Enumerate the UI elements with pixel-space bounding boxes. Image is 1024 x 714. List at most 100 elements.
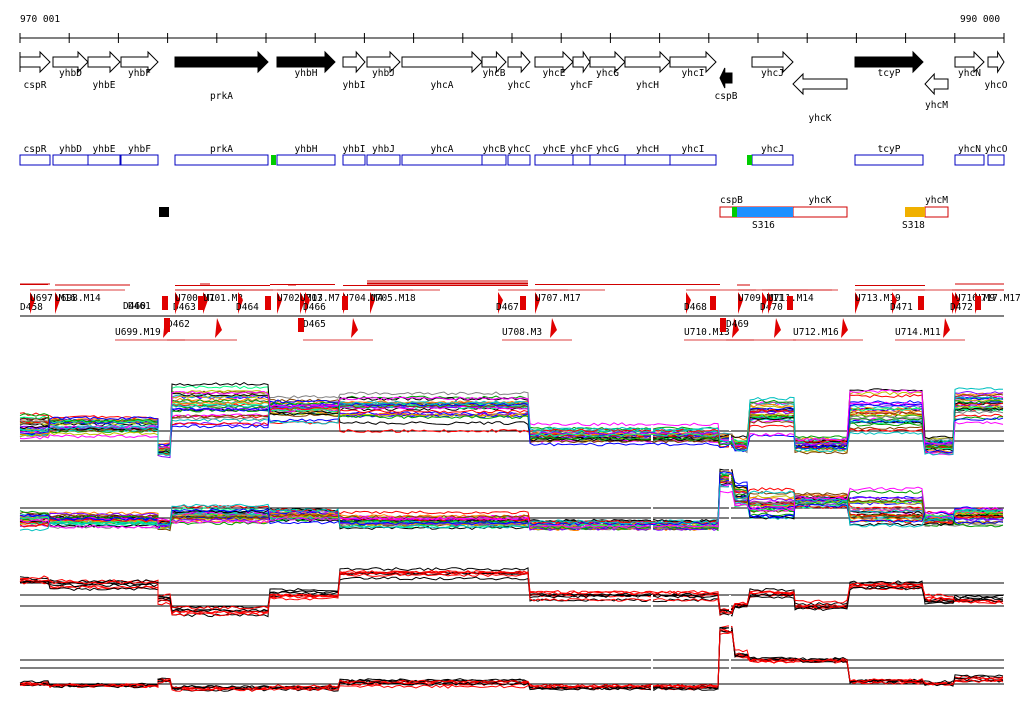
gene-arrow-yhbF[interactable] (120, 50, 159, 74)
transcript-label-yhcF: yhcF (570, 144, 593, 155)
gene-label-cspR: cspR (24, 80, 47, 91)
gene-arrow-tcyP[interactable] (854, 50, 924, 74)
segment-label-D463: D463 (173, 302, 196, 313)
gene-arrow-yhcC[interactable] (507, 50, 531, 74)
gene-label-yhcM: yhcM (925, 100, 948, 111)
gene-arrow-yhbD[interactable] (52, 50, 89, 74)
gene-label-tcyP: tcyP (878, 68, 901, 79)
transcript-box-yhbI[interactable] (342, 154, 366, 166)
gene-arrow-yhcH[interactable] (624, 50, 671, 74)
gene-arrow-yhcK[interactable] (792, 72, 848, 96)
antisense-box-yhcM[interactable] (924, 206, 949, 218)
transcript-label-prkA: prkA (210, 144, 233, 155)
expression-series (19, 572, 1004, 615)
transcript-box-yhcO[interactable] (987, 154, 1005, 166)
expression-series (19, 629, 1004, 692)
gene-arrow-yhcE[interactable] (534, 50, 574, 74)
transcript-box-yhbE[interactable] (87, 154, 121, 166)
segment-block (787, 296, 793, 310)
segment-label-U717.M17: U717.M17 (975, 293, 1021, 304)
expression-series (20, 567, 1004, 618)
gene-arrow-prkA[interactable] (174, 50, 269, 74)
gene-label-yhcF: yhcF (570, 80, 593, 91)
transcript-box-yhbJ[interactable] (366, 154, 401, 166)
transcript-box-yhcF[interactable] (572, 154, 591, 166)
segment-block (520, 296, 526, 310)
gene-arrow-yhbJ[interactable] (366, 50, 401, 74)
segment-label-U698.M14: U698.M14 (55, 293, 101, 304)
segment-label-U710.M13: U710.M13 (684, 327, 730, 338)
gene-arrow-cspR[interactable] (19, 50, 51, 74)
expression-series (19, 399, 1004, 449)
transcript-box-yhcG[interactable] (589, 154, 626, 166)
transcript-box-yhcA[interactable] (401, 154, 483, 166)
segment-label-s318: S318 (902, 220, 925, 231)
transcript-box-yhbD[interactable] (52, 154, 89, 166)
segment-label-U708.M3: U708.M3 (502, 327, 542, 338)
gene-arrow-yhcF[interactable] (572, 50, 591, 74)
gene-arrow-yhcN[interactable] (954, 50, 985, 74)
segment-label-U699.M19: U699.M19 (115, 327, 161, 338)
expression-panels (19, 382, 1004, 700)
segment-label-s316: S316 (752, 220, 775, 231)
gene-arrow-yhcJ[interactable] (751, 50, 794, 74)
transcript-label-yhcI: yhcI (682, 144, 705, 155)
gene-label-yhbD: yhbD (59, 68, 82, 79)
expression-series (19, 389, 1004, 456)
segment-block (975, 296, 981, 310)
gene-arrow-yhcB[interactable] (481, 50, 507, 74)
gene-arrow-cspB[interactable] (719, 67, 733, 89)
gene-arrow-yhbI[interactable] (342, 50, 366, 74)
gene-arrow-yhcI[interactable] (669, 50, 717, 74)
segment-flag (175, 292, 180, 314)
transcript-label-yhbD: yhbD (59, 144, 82, 155)
transcript-box-yhbH[interactable] (276, 154, 336, 166)
transcript-label-yhbE: yhbE (93, 144, 116, 155)
gene-arrow-yhcA[interactable] (401, 50, 483, 74)
expression-series (19, 399, 1004, 454)
transcript-box-yhcB[interactable] (481, 154, 507, 166)
gene-arrow-yhcM[interactable] (924, 72, 949, 96)
gene-label-yhbI: yhbI (343, 80, 366, 91)
antisense-box-yhcK[interactable] (792, 206, 848, 218)
transcript-box-yhcH[interactable] (624, 154, 671, 166)
gene-arrow-yhbE[interactable] (87, 50, 121, 74)
segment-flag (277, 292, 282, 314)
transcript-box-yhcJ[interactable] (751, 154, 794, 166)
gene-arrow-yhcO[interactable] (987, 50, 1005, 74)
green-marker (747, 155, 752, 165)
segment-flag (841, 318, 848, 338)
transcript-box-yhbF[interactable] (120, 154, 159, 166)
segment-start-marker (732, 207, 737, 217)
segmentation-track: D458 D460 D461 U697.M16U698.M14D463U700.… (20, 280, 1021, 341)
transcript-box-prkA[interactable] (174, 154, 269, 166)
transcript-label-tcyP: tcyP (878, 144, 901, 155)
segment-flag (498, 292, 503, 314)
segment-block (198, 296, 204, 310)
transcript-box-cspR[interactable] (19, 154, 51, 166)
segment-label-D467: D467 (496, 302, 519, 313)
transcript-box-tcyP[interactable] (854, 154, 924, 166)
transcript-label-yhcH: yhcH (636, 144, 659, 155)
segment-flag (955, 292, 960, 314)
transcript-box-yhcC[interactable] (507, 154, 531, 166)
segment-flag (686, 292, 691, 314)
expression-series (19, 392, 1004, 453)
gene-arrow-yhcG[interactable] (589, 50, 626, 74)
transcript-box-yhcI[interactable] (669, 154, 717, 166)
segment-flag (738, 292, 743, 314)
segment-label-D469: D469 (726, 319, 749, 330)
segment-flag (215, 318, 222, 338)
segment-flag (351, 318, 358, 338)
transcript-box-yhcN[interactable] (954, 154, 985, 166)
segment-label-U704.M4: U704.M4 (343, 293, 383, 304)
gene-label-yhcO: yhcO (985, 80, 1008, 91)
transcript-label-yhcG: yhcG (596, 144, 619, 155)
gene-arrow-yhbH[interactable] (276, 50, 336, 74)
gene-label-yhcI: yhcI (682, 68, 705, 79)
transcript-box-yhcE[interactable] (534, 154, 574, 166)
segment-label-U697.M16: U697.M16 (30, 293, 76, 304)
segment-flag (855, 292, 860, 314)
segment-flag (55, 292, 60, 314)
segment-flag (370, 292, 375, 314)
